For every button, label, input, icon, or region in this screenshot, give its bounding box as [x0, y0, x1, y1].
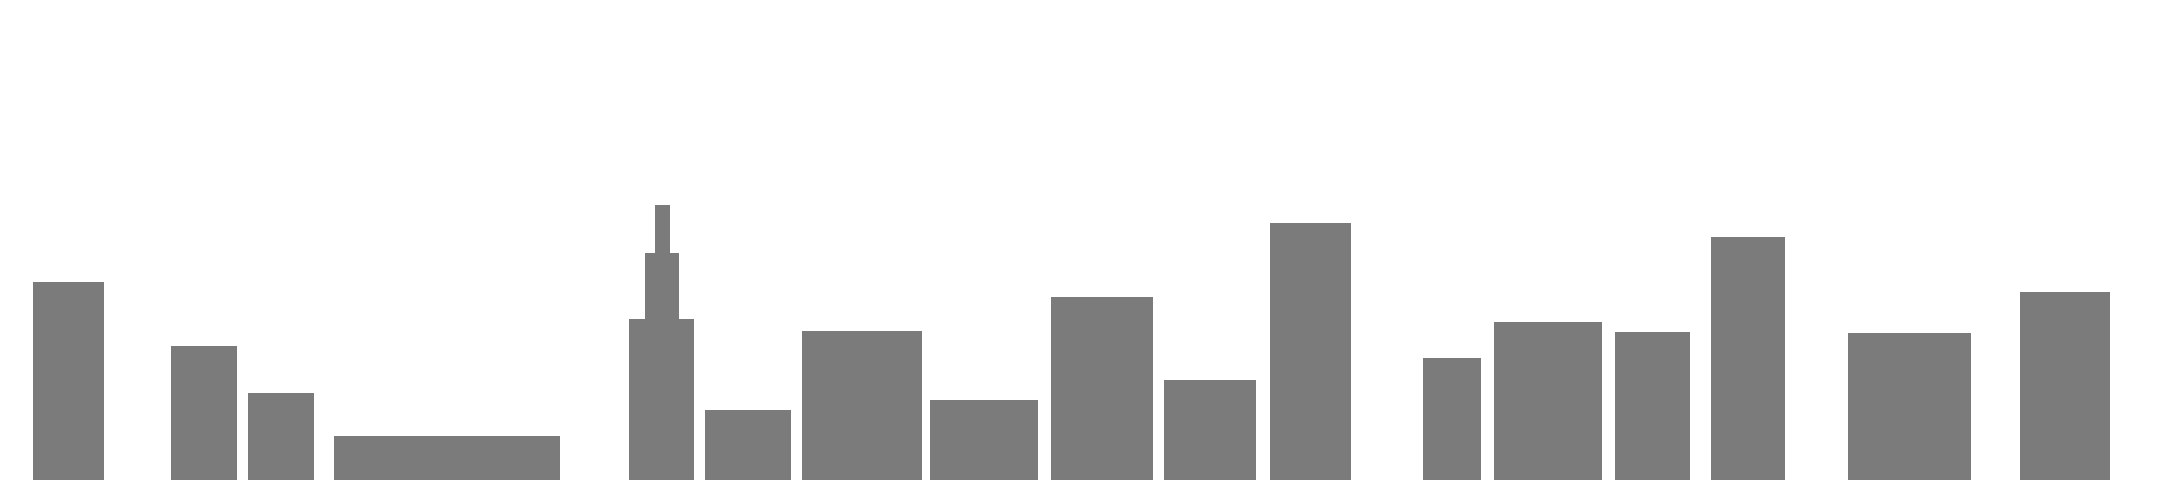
building-15 [1711, 237, 1785, 480]
building-12-block-1 [1423, 358, 1481, 480]
building-15-block-1 [1711, 237, 1785, 480]
building-14 [1615, 332, 1690, 480]
building-5-tower-block-3 [655, 205, 670, 480]
building-group [33, 205, 2110, 480]
building-8 [930, 400, 1038, 480]
building-13-block-1 [1494, 322, 1602, 480]
building-6-block-1 [705, 410, 791, 480]
building-3 [248, 393, 314, 480]
building-7 [802, 331, 922, 480]
building-17 [2020, 292, 2110, 480]
building-8-block-1 [930, 400, 1038, 480]
building-4 [334, 436, 560, 480]
building-9-block-1 [1051, 297, 1153, 480]
building-6 [705, 410, 791, 480]
building-10 [1164, 380, 1256, 480]
building-16-block-1 [1848, 333, 1971, 480]
building-2 [171, 346, 237, 480]
building-4-block-1 [334, 436, 560, 480]
building-11 [1270, 223, 1351, 480]
building-13 [1494, 322, 1602, 480]
building-10-block-1 [1164, 380, 1256, 480]
building-1-block-1 [33, 282, 104, 480]
building-16 [1848, 333, 1971, 480]
building-17-block-1 [2020, 292, 2110, 480]
building-1 [33, 282, 104, 480]
building-12 [1423, 358, 1481, 480]
building-3-block-1 [248, 393, 314, 480]
building-5-tower [629, 205, 694, 480]
building-2-block-1 [171, 346, 237, 480]
building-14-block-1 [1615, 332, 1690, 480]
building-9 [1051, 297, 1153, 480]
building-7-block-1 [802, 331, 922, 480]
building-11-block-1 [1270, 223, 1351, 480]
